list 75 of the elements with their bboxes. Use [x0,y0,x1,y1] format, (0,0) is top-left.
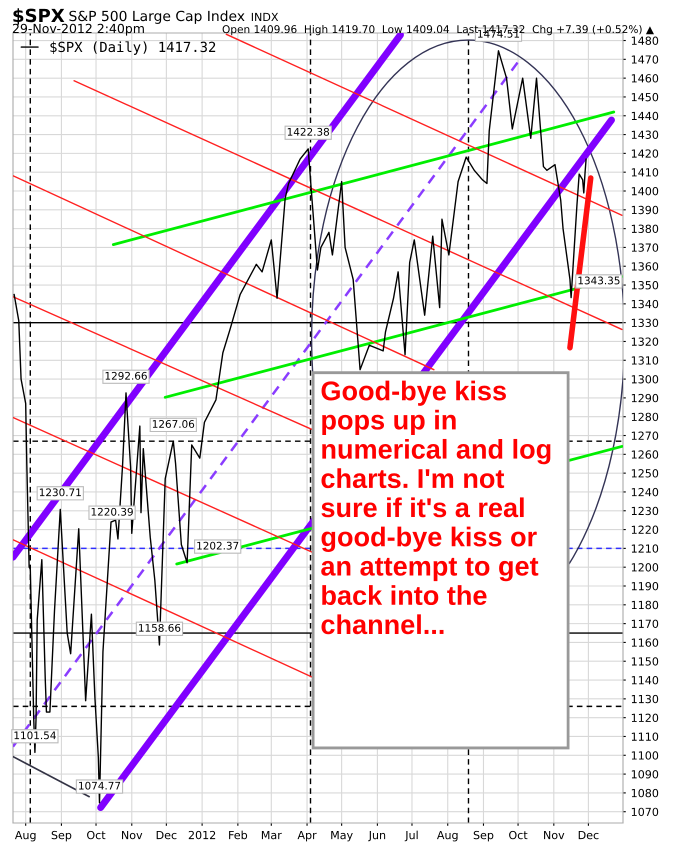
y-tick-label: 1420 [632,149,658,158]
y-tick-label: 1110 [632,732,658,741]
legend-label: $SPX (Daily) 1417.32 [50,41,216,55]
x-tick-label: Oct [87,830,106,840]
y-tick-label: 1480 [632,36,658,45]
x-tick-label: Nov [122,830,142,840]
annotation: 1292.66 [106,372,147,380]
y-tick-label: 1190 [632,582,658,590]
y-tick-label: 1090 [632,770,658,778]
x-tick-label: Sep [474,830,494,842]
y-tick-label: 1350 [632,281,658,290]
y-tick-label: 1360 [632,262,658,271]
x-tick-label: Jul [404,830,418,842]
y-tick-label: 1330 [632,318,658,328]
y-tick-label: 1250 [632,469,658,478]
annotation: 1158.66 [139,624,180,632]
y-tick-label: 1370 [632,243,658,252]
annotation: 1074.77 [79,782,120,790]
y-tick-label: 1410 [632,168,658,177]
y-tick-label: 1120 [632,714,658,722]
y-tick-label: 1140 [632,676,658,684]
x-tick-label: May [331,830,353,842]
y-tick-label: 1160 [632,638,658,647]
annotation: 1220.39 [92,508,133,516]
y-tick-label: 1450 [632,92,658,102]
y-tick-label: 1440 [632,112,658,120]
annotation: 1202.37 [197,542,238,550]
x-tick-label: Oct [509,830,528,840]
y-tick-label: 1200 [632,563,658,572]
y-tick-label: 1220 [632,526,658,534]
y-tick-label: 1400 [632,186,658,196]
y-tick-label: 1430 [632,130,658,139]
x-tick-label: Dec [578,830,598,840]
annotation: 29-Nov-2012 2:40pm [12,24,144,36]
x-tick-label: Nov [544,830,564,840]
y-tick-label: 1130 [632,694,658,704]
y-tick-label: 1290 [632,394,658,402]
y-tick-label: 1300 [632,375,658,384]
y-tick-label: 1320 [632,337,658,346]
x-tick-label: Mar [262,830,282,840]
text: INDX [252,12,278,21]
y-tick-label: 1270 [632,432,658,440]
text: Good-bye kiss pops up in numerical and log charts. I'm not sure if it's a real good-bye kiss or an attempt to get back into the channel... [321,380,550,634]
y-tick-label: 1230 [632,506,658,516]
y-tick-label: 1470 [632,55,658,64]
x-tick-label: Aug [14,830,36,842]
y-tick-label: 1240 [632,488,658,496]
y-tick-label: 1210 [632,544,658,553]
x-tick-label: 2012 [188,830,216,840]
x-tick-label: Apr [298,830,317,842]
y-tick-label: 1070 [632,808,658,816]
y-tick-label: 1100 [632,751,658,760]
y-tick-label: 1340 [632,300,658,308]
y-tick-label: 1390 [632,206,658,214]
y-tick-label: 1150 [632,657,658,666]
annotation: 1267.06 [152,420,194,428]
annotation: 1230.71 [40,488,81,496]
annotation: 1422.38 [288,128,330,136]
y-tick-label: 1380 [632,224,658,233]
annotation: 1101.54 [14,731,56,740]
x-tick-label: Dec [156,830,176,840]
y-tick-label: 1280 [632,412,658,422]
y-tick-label: 1180 [632,600,658,610]
chart-title: $SPX [13,8,64,25]
y-tick-label: 1170 [632,620,658,628]
annotation: 1343.35 [578,276,620,284]
chart-subtitle: S&P 500 Large Cap Index [69,10,245,24]
x-tick-label: Feb [229,830,248,840]
y-tick-label: 1260 [632,450,658,459]
y-tick-label: 1310 [632,356,658,365]
y-tick-label: 1460 [632,74,658,83]
x-tick-label: Aug [436,830,458,842]
y-tick-label: 1080 [632,788,658,798]
x-tick-label: Sep [52,830,72,842]
x-tick-label: Jun [368,830,386,842]
